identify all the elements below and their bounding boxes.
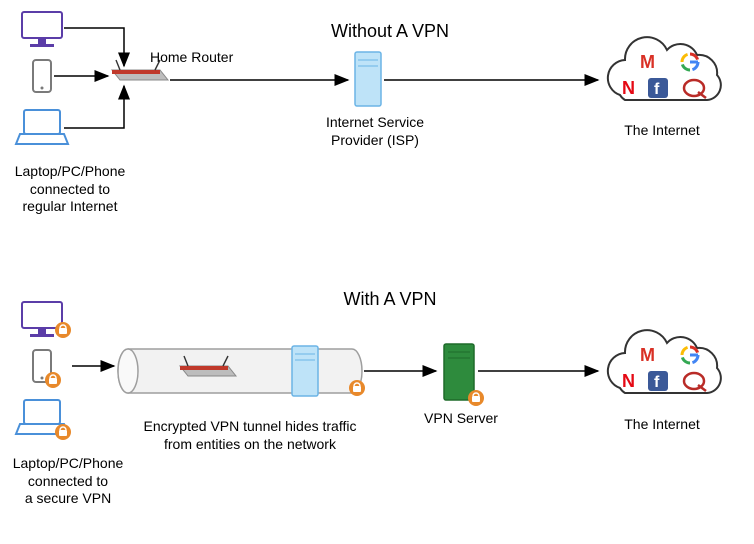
lock-badge-icon (55, 424, 71, 440)
svg-text:f: f (654, 81, 660, 98)
laptop-icon (16, 110, 68, 144)
lock-badge-icon (349, 380, 365, 396)
lock-badge-icon (45, 372, 61, 388)
lock-badge-icon (468, 390, 484, 406)
tunnel-icon (118, 349, 362, 393)
svg-text:f: f (654, 374, 660, 391)
cloud-icon-bottom: M N f (608, 330, 721, 393)
isp-server-icon-b (292, 346, 318, 396)
cloud-icon-top: M N f (608, 37, 721, 100)
diagram-svg: M N f (0, 0, 754, 544)
isp-server-icon (355, 52, 381, 106)
netflix-icon: N (622, 371, 635, 391)
facebook-icon: f (648, 371, 668, 391)
monitor-icon (22, 12, 62, 47)
gmail-icon: M (640, 345, 655, 365)
gmail-icon: M (640, 52, 655, 72)
vpn-server-icon (444, 344, 474, 400)
router-icon (112, 60, 168, 80)
facebook-icon: f (648, 78, 668, 98)
lock-badge-icon (55, 322, 71, 338)
phone-icon (33, 60, 51, 92)
netflix-icon: N (622, 78, 635, 98)
